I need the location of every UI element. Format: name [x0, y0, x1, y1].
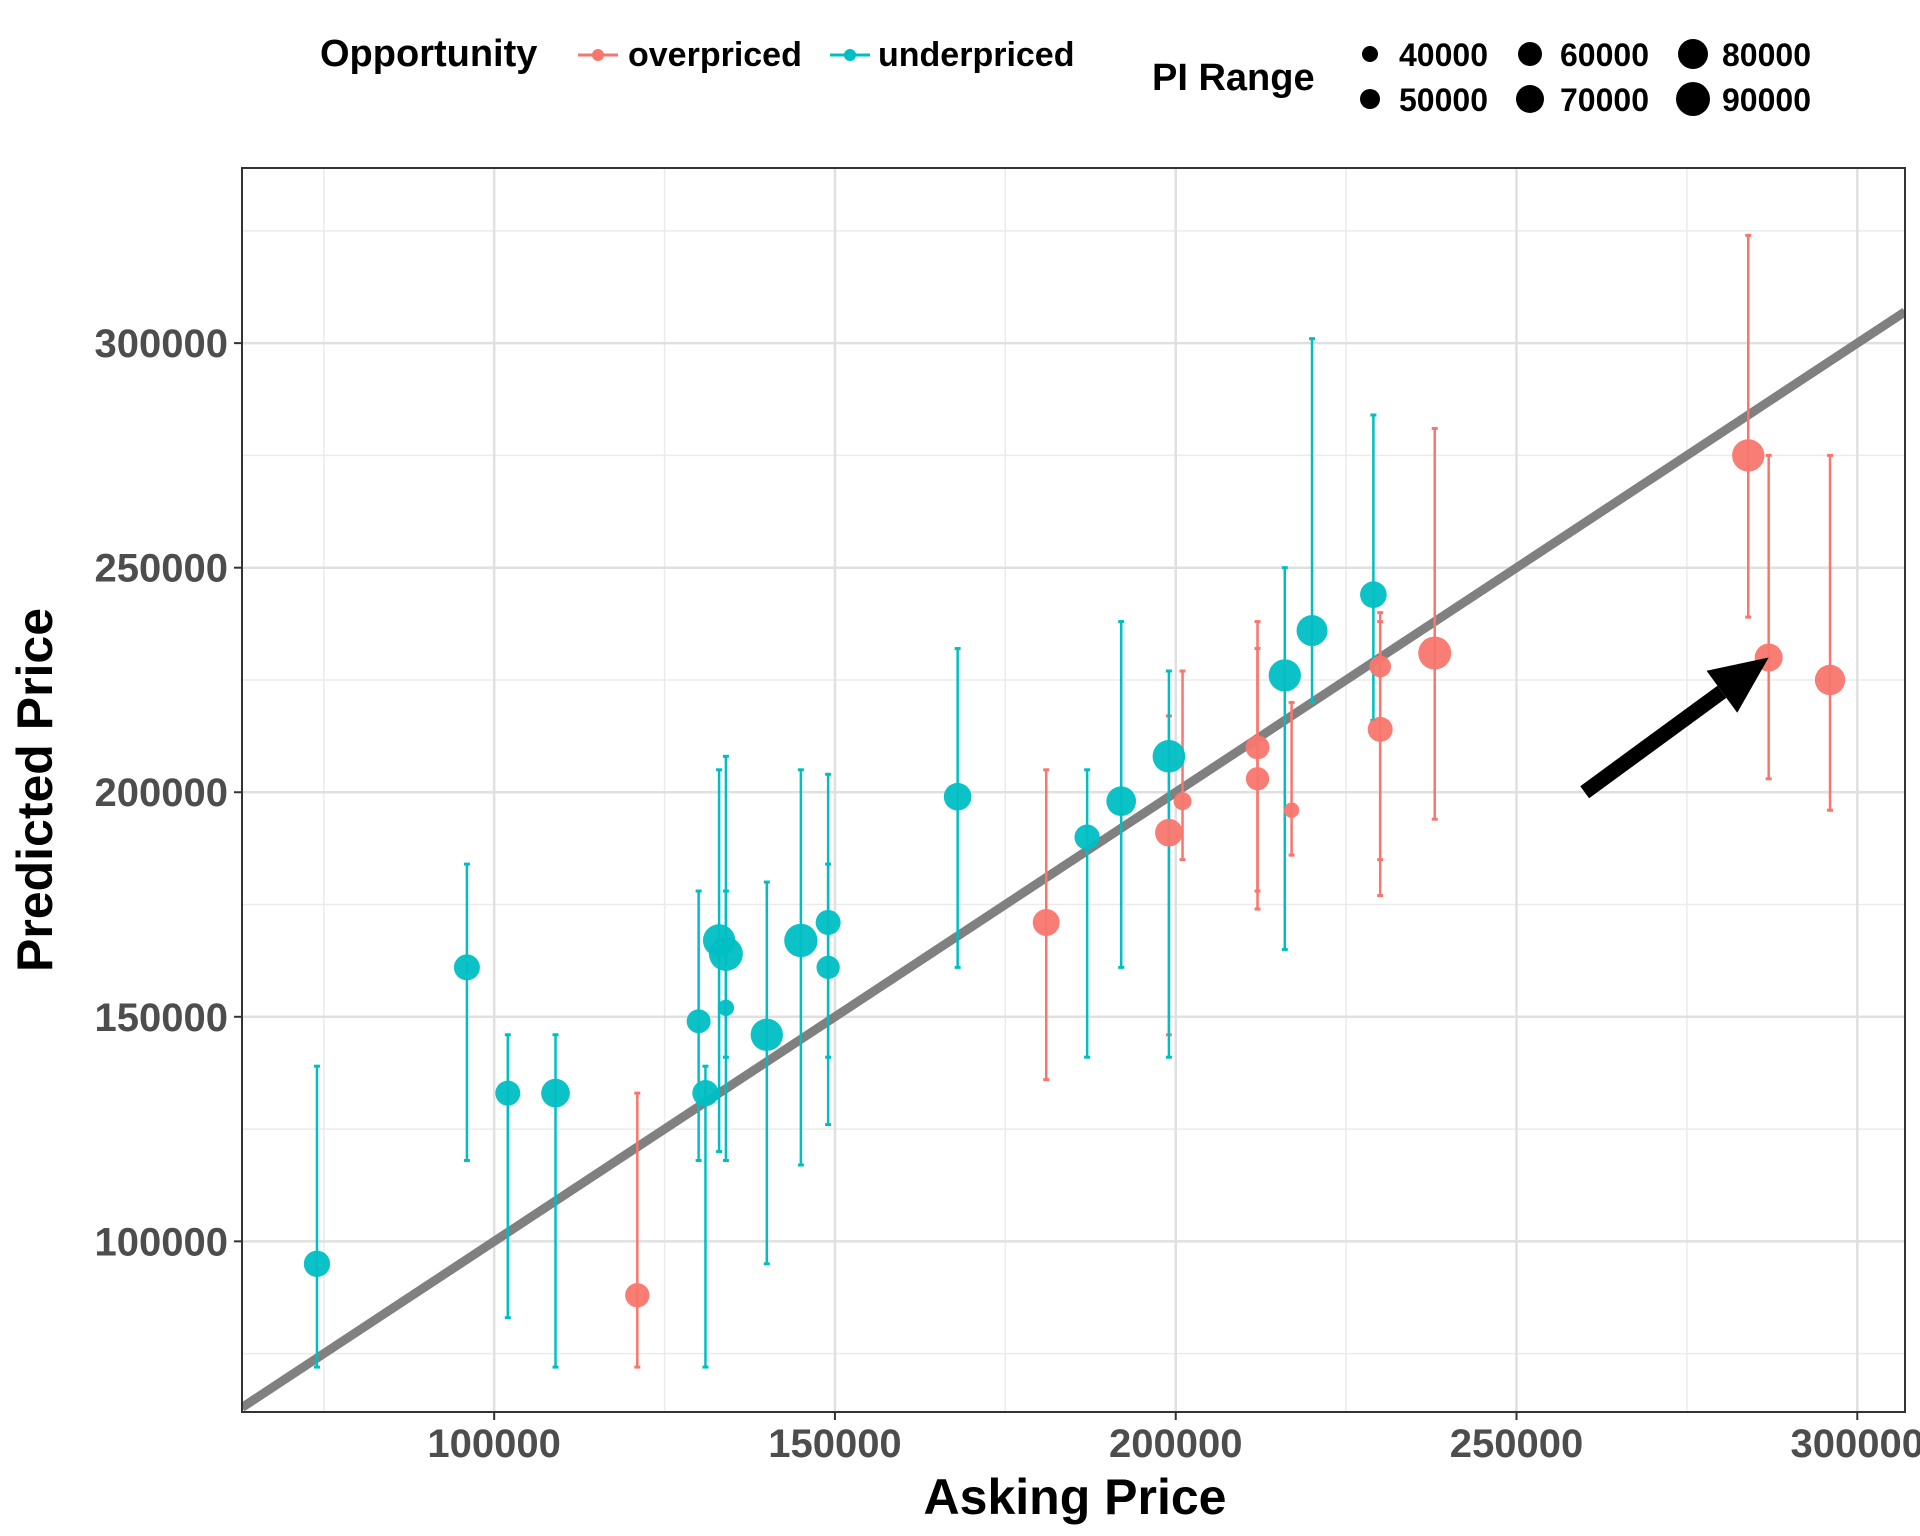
legend-size-50000: 50000: [1399, 82, 1488, 118]
legend-underpriced-label: underpriced: [878, 36, 1074, 74]
underpriced-point: [943, 782, 972, 811]
x-axis-ticks: 100000 150000 200000 250000 300000: [427, 1412, 1920, 1466]
overpriced-point: [1369, 655, 1392, 678]
arrow-head: [1706, 657, 1769, 713]
legend-size-90000-dot: [1676, 82, 1710, 116]
underpriced-point: [1360, 581, 1387, 608]
legend-size-40000: 40000: [1399, 37, 1488, 73]
overpriced-point: [1245, 735, 1270, 760]
x-tick-label: 100000: [427, 1422, 560, 1466]
overpriced-point: [625, 1283, 650, 1308]
legend-size-90000: 90000: [1722, 82, 1811, 118]
annotation: [1580, 657, 1769, 799]
overpriced-point: [1814, 664, 1846, 696]
reference-line-group: [242, 307, 1905, 1412]
x-axis-title: Asking Price: [924, 1469, 1227, 1525]
x-tick-label: 250000: [1450, 1422, 1583, 1466]
x-tick-label: 150000: [768, 1422, 901, 1466]
overpriced-point: [1367, 716, 1393, 742]
plot-background: [242, 168, 1905, 1412]
underpriced-point: [816, 955, 840, 980]
legend-size-80000: 80000: [1722, 37, 1811, 73]
y-tick-label: 250000: [95, 547, 228, 591]
underpriced-point: [541, 1078, 570, 1108]
legend-size-80000-dot: [1678, 39, 1708, 69]
underpriced-point: [686, 1009, 711, 1034]
legend-size-70000-dot: [1516, 85, 1544, 113]
underpriced-point: [1268, 659, 1301, 692]
underpriced-point: [303, 1250, 331, 1277]
legend-size-title: PI Range: [1152, 57, 1315, 99]
y-tick-label: 200000: [95, 771, 228, 815]
plot-area: [241, 167, 1906, 1413]
plot-border: [241, 167, 1906, 1413]
arrow-shaft: [1580, 685, 1727, 799]
underpriced-point: [1106, 786, 1137, 817]
legend-underpriced-key-dot: [844, 49, 856, 61]
underpriced-point: [1152, 739, 1186, 773]
underpriced-point: [495, 1080, 521, 1106]
y-tick-label: 300000: [95, 322, 228, 366]
x-tick-label: 200000: [1109, 1422, 1242, 1466]
x-tick-label: 300000: [1791, 1422, 1920, 1466]
overpriced-point: [1732, 439, 1765, 472]
legend-size-60000-dot: [1518, 42, 1542, 66]
legend-size-50000-dot: [1360, 89, 1380, 109]
underpriced-point: [717, 999, 735, 1016]
overpriced-point: [1418, 636, 1452, 670]
legend-size-70000: 70000: [1560, 82, 1649, 118]
y-tick-label: 150000: [95, 996, 228, 1040]
legend-color-title: Opportunity: [320, 33, 537, 75]
overpriced-point: [1283, 802, 1300, 818]
underpriced-point: [708, 936, 743, 971]
grid-major: [242, 168, 1905, 1412]
legend-overpriced-label: overpriced: [628, 36, 802, 74]
underpriced-point: [750, 1018, 783, 1051]
y-tick-label: 100000: [95, 1220, 228, 1264]
underpriced-point: [784, 923, 818, 958]
underpriced-point: [453, 954, 480, 981]
overpriced-point: [1032, 908, 1060, 936]
overpriced-point: [1155, 818, 1183, 847]
underpriced-point: [1296, 615, 1328, 647]
underpriced-point: [692, 1079, 719, 1107]
underpriced-point: [1074, 824, 1100, 850]
underpriced-point: [815, 909, 841, 935]
overpriced-point: [1245, 767, 1270, 791]
reference-line: [242, 307, 1905, 1412]
grid-minor: [242, 168, 1905, 1412]
y-axis-title: Predicted Price: [7, 608, 63, 972]
data-points: [303, 439, 1846, 1308]
error-bars: [313, 233, 1834, 1369]
legend-size-40000-dot: [1362, 46, 1378, 62]
legend-overpriced-key-dot: [592, 49, 604, 61]
legend-size-60000: 60000: [1560, 37, 1649, 73]
y-axis-ticks: 100000 150000 200000 250000 300000: [95, 322, 242, 1264]
overpriced-point: [1173, 792, 1192, 811]
legend: Opportunity overpriced underpriced PI Ra…: [320, 33, 1811, 118]
